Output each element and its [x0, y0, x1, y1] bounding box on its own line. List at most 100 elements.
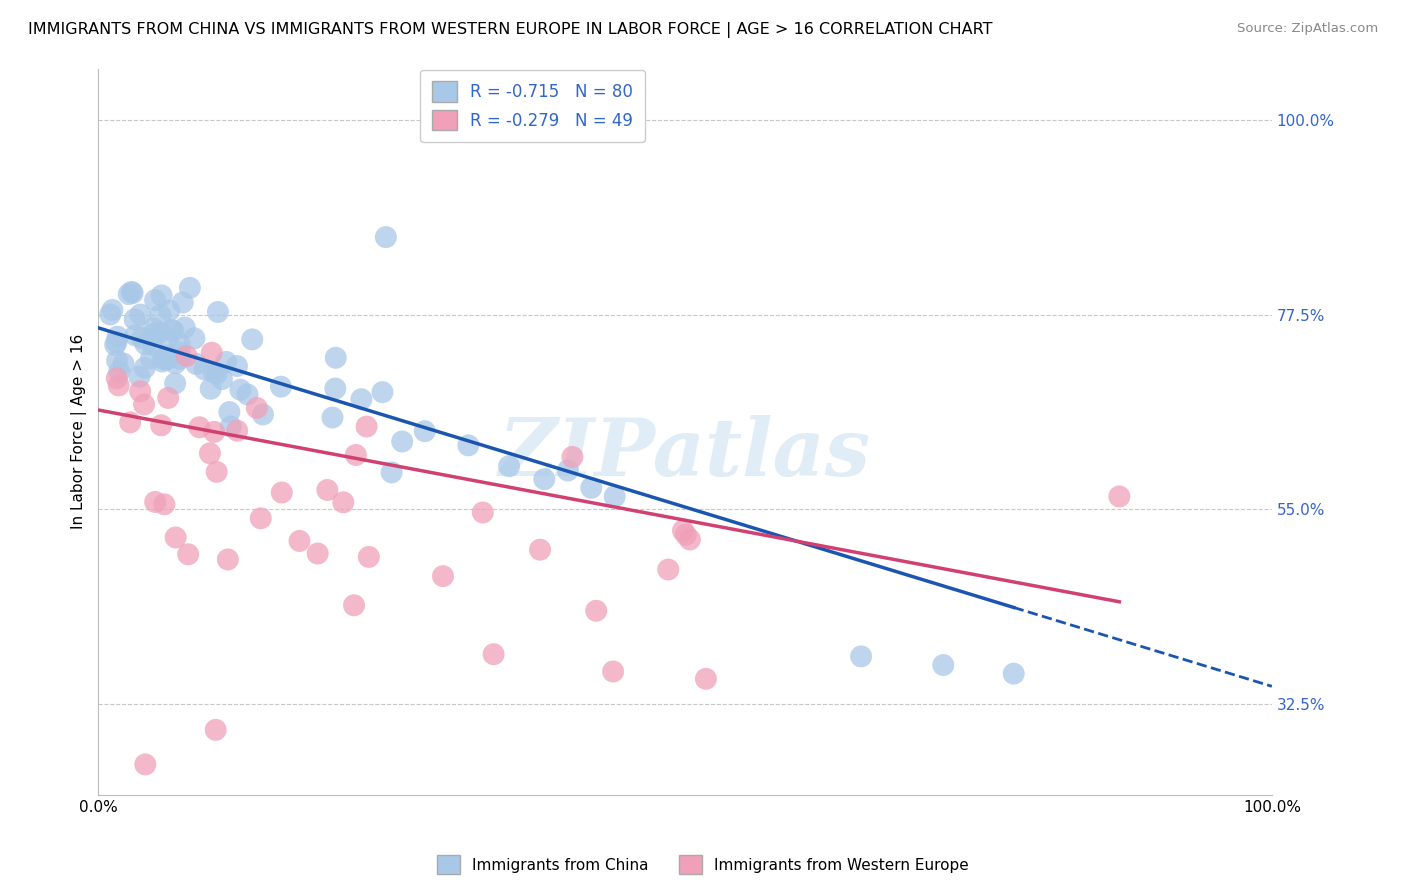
Point: [129, 308, 152, 322]
Point: [679, 533, 702, 547]
Point: [211, 372, 233, 386]
Text: IMMIGRANTS FROM CHINA VS IMMIGRANTS FROM WESTERN EUROPE IN LABOR FORCE | AGE > 1: IMMIGRANTS FROM CHINA VS IMMIGRANTS FROM…: [28, 22, 993, 38]
Point: [343, 599, 366, 613]
Point: [177, 547, 200, 561]
Point: [675, 527, 697, 541]
Point: [849, 649, 872, 664]
Point: [124, 312, 146, 326]
Point: [179, 281, 201, 295]
Point: [129, 384, 152, 399]
Text: ZIPatlas: ZIPatlas: [499, 415, 872, 492]
Point: [198, 446, 221, 460]
Point: [98, 307, 121, 321]
Point: [108, 365, 131, 379]
Point: [149, 308, 172, 322]
Point: [932, 658, 955, 673]
Point: [229, 383, 252, 397]
Point: [215, 355, 238, 369]
Point: [131, 331, 153, 345]
Point: [672, 524, 695, 538]
Point: [202, 366, 225, 380]
Point: [188, 420, 211, 434]
Point: [270, 379, 292, 393]
Point: [249, 511, 271, 525]
Point: [207, 305, 229, 319]
Point: [323, 382, 346, 396]
Point: [695, 672, 717, 686]
Point: [132, 397, 155, 411]
Point: [124, 328, 146, 343]
Point: [288, 533, 311, 548]
Point: [356, 419, 378, 434]
Point: [165, 531, 187, 545]
Point: [162, 324, 184, 338]
Point: [134, 360, 156, 375]
Point: [128, 369, 150, 384]
Point: [165, 376, 187, 391]
Point: [602, 665, 624, 679]
Point: [142, 321, 165, 335]
Point: [157, 391, 180, 405]
Point: [205, 367, 228, 381]
Point: [150, 418, 173, 433]
Point: [134, 757, 156, 772]
Point: [219, 419, 242, 434]
Point: [226, 359, 249, 373]
Point: [134, 337, 156, 351]
Legend: R = -0.715   N = 80, R = -0.279   N = 49: R = -0.715 N = 80, R = -0.279 N = 49: [420, 70, 645, 142]
Point: [325, 351, 347, 365]
Point: [226, 424, 249, 438]
Point: [169, 337, 191, 351]
Point: [156, 352, 179, 367]
Point: [205, 465, 228, 479]
Point: [204, 723, 226, 737]
Point: [457, 438, 479, 452]
Point: [112, 357, 135, 371]
Point: [142, 338, 165, 352]
Point: [533, 809, 555, 823]
Point: [217, 552, 239, 566]
Point: [252, 408, 274, 422]
Point: [246, 401, 269, 415]
Point: [240, 332, 263, 346]
Point: [105, 371, 128, 385]
Point: [657, 563, 679, 577]
Point: [332, 495, 354, 509]
Point: [381, 466, 404, 480]
Point: [121, 285, 143, 299]
Point: [321, 410, 343, 425]
Point: [153, 497, 176, 511]
Point: [585, 604, 607, 618]
Point: [183, 331, 205, 345]
Point: [357, 549, 380, 564]
Point: [105, 334, 128, 349]
Point: [149, 325, 172, 339]
Point: [581, 481, 603, 495]
Point: [169, 345, 191, 359]
Text: Source: ZipAtlas.com: Source: ZipAtlas.com: [1237, 22, 1378, 36]
Point: [121, 285, 143, 300]
Point: [236, 387, 259, 401]
Point: [557, 463, 579, 477]
Point: [173, 320, 195, 334]
Point: [432, 569, 454, 583]
Point: [169, 351, 191, 366]
Legend: Immigrants from China, Immigrants from Western Europe: Immigrants from China, Immigrants from W…: [430, 849, 976, 880]
Point: [413, 424, 436, 438]
Point: [143, 293, 166, 307]
Point: [1108, 490, 1130, 504]
Point: [561, 450, 583, 464]
Point: [118, 287, 141, 301]
Point: [202, 425, 225, 439]
Point: [344, 448, 367, 462]
Point: [471, 506, 494, 520]
Point: [186, 357, 208, 371]
Point: [533, 472, 555, 486]
Point: [371, 385, 394, 400]
Point: [107, 329, 129, 343]
Point: [193, 362, 215, 376]
Point: [374, 230, 396, 244]
Point: [176, 349, 198, 363]
Point: [350, 392, 373, 407]
Point: [104, 338, 127, 352]
